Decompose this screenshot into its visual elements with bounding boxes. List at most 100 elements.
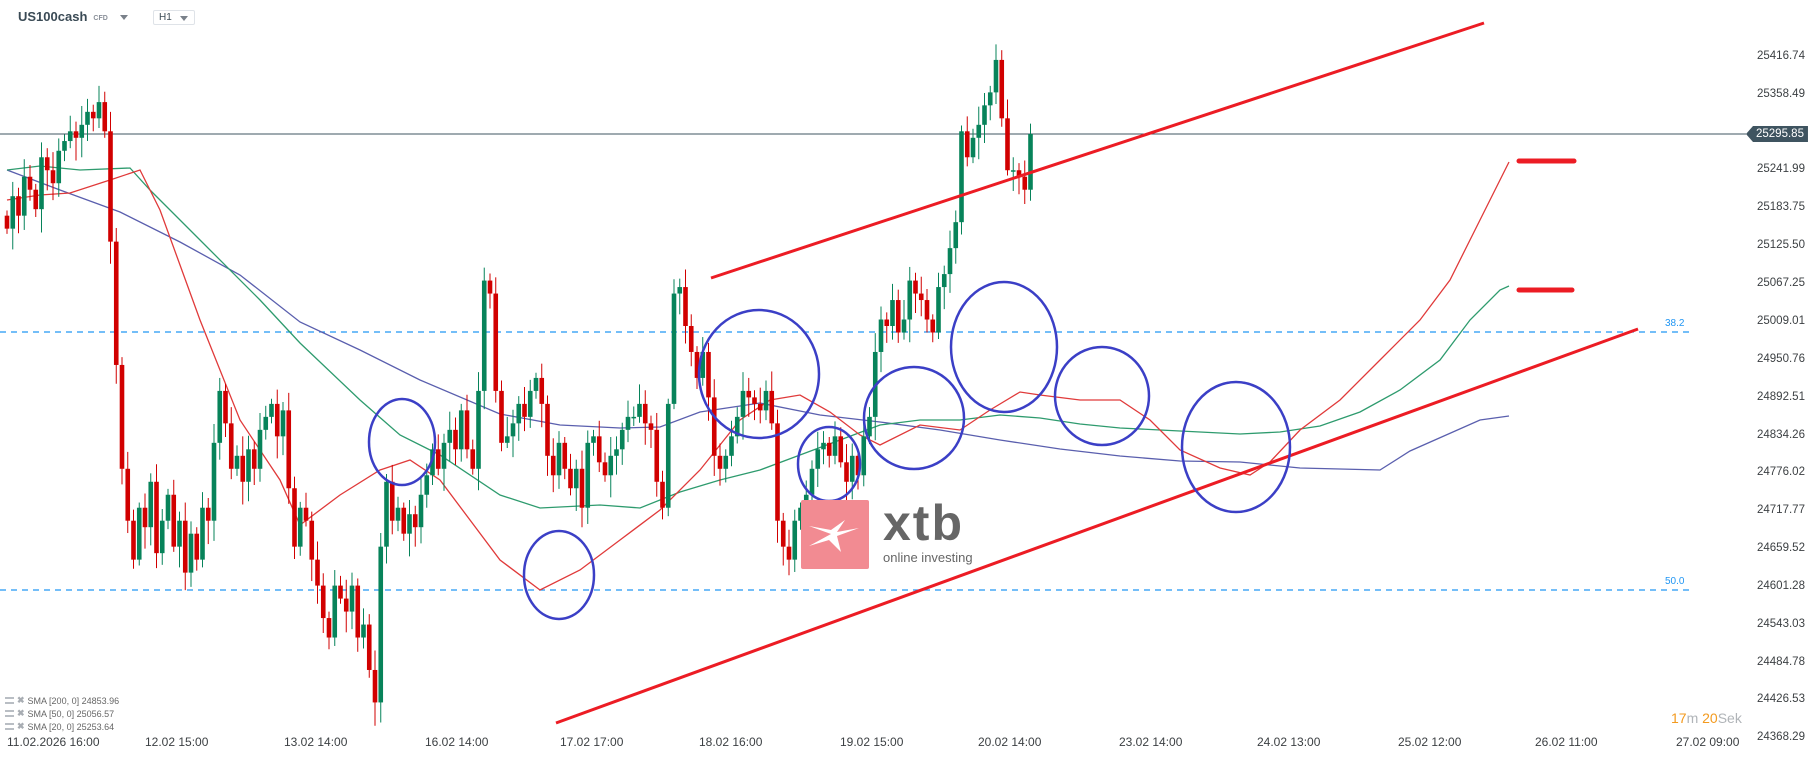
candle	[1005, 118, 1010, 171]
candle	[648, 423, 654, 430]
chevron-down-icon[interactable]	[119, 14, 128, 20]
candle	[154, 481, 159, 554]
candle	[711, 397, 717, 456]
candle	[338, 585, 343, 599]
candle	[389, 481, 395, 521]
candle	[56, 150, 62, 184]
timeframe-dropdown[interactable]: H1	[153, 10, 195, 25]
candle	[90, 111, 96, 119]
watermark-tagline: online investing	[883, 550, 973, 565]
chevron-down-icon	[180, 15, 188, 21]
upper-channel-trendline[interactable]	[710, 21, 1485, 280]
candle	[740, 390, 746, 417]
candle	[251, 449, 257, 469]
lower-channel-trendline[interactable]	[555, 327, 1639, 725]
candle	[326, 618, 332, 638]
candle	[177, 520, 182, 547]
highlight-circle[interactable]	[522, 529, 596, 621]
price-label: 25183.75	[1757, 201, 1805, 213]
candle	[734, 416, 740, 437]
price-label: 25067.25	[1757, 277, 1805, 289]
highlight-circle[interactable]	[367, 397, 437, 487]
time-label: 24.02 13:00	[1257, 735, 1321, 749]
legend-label: SMA [200, 0] 24853.96	[27, 695, 120, 706]
timeframe-value: H1	[159, 12, 172, 23]
candle	[964, 131, 970, 158]
highlight-circle[interactable]	[862, 365, 966, 471]
candle	[16, 196, 21, 216]
candle	[217, 390, 223, 443]
candle	[476, 390, 481, 469]
price-label: 24426.53	[1757, 693, 1805, 705]
time-label: 12.02 15:00	[145, 735, 209, 749]
candle	[930, 319, 936, 333]
remove-x-icon[interactable]: ✖	[17, 695, 25, 705]
settings-lines-icon[interactable]	[5, 710, 14, 717]
trendlines[interactable]	[555, 21, 1639, 725]
candle	[660, 481, 665, 508]
fib-label: 38.2	[1665, 318, 1685, 329]
candle	[895, 300, 901, 333]
price-label: 24834.26	[1757, 429, 1805, 441]
legend-item[interactable]: ✖ SMA [50, 0] 25056.57	[5, 708, 114, 719]
remove-x-icon[interactable]: ✖	[17, 708, 25, 718]
price-label: 24601.28	[1757, 580, 1805, 592]
candle	[539, 377, 545, 404]
candle	[246, 449, 251, 482]
candle	[384, 481, 389, 547]
remove-x-icon[interactable]: ✖	[17, 721, 25, 731]
candle	[62, 141, 67, 151]
time-label: 19.02 15:00	[840, 735, 904, 749]
xtb-logo-icon	[801, 500, 869, 569]
price-label: 24950.76	[1757, 353, 1805, 365]
candle	[73, 131, 79, 138]
highlight-circle[interactable]	[949, 280, 1059, 414]
candle	[545, 403, 550, 456]
candle	[200, 507, 205, 560]
candle	[579, 468, 585, 508]
candle	[614, 449, 619, 456]
legend-item[interactable]: ✖ SMA [20, 0] 25253.64	[5, 721, 114, 732]
time-label: 20.02 14:00	[978, 735, 1042, 749]
settings-lines-icon[interactable]	[5, 697, 14, 704]
time-label: 13.02 14:00	[284, 735, 348, 749]
candle	[941, 274, 947, 288]
candle	[10, 196, 16, 229]
candle	[4, 215, 10, 229]
xtb-watermark: xtb online investing	[801, 495, 983, 569]
price-label: 24892.51	[1757, 391, 1805, 403]
candle	[366, 624, 372, 670]
candle	[102, 102, 108, 132]
candle	[752, 397, 757, 404]
candle	[510, 423, 516, 437]
candle	[631, 416, 637, 419]
highlight-circle[interactable]	[697, 308, 821, 440]
candle-countdown: 17m 20Sek	[1671, 710, 1742, 726]
candle	[96, 102, 102, 119]
highlight-circles[interactable]	[367, 280, 1292, 621]
candle	[769, 390, 775, 424]
current-price-tag: 25295.85	[1746, 126, 1808, 142]
candle	[861, 436, 867, 476]
settings-lines-icon[interactable]	[5, 723, 14, 730]
candle	[361, 624, 366, 638]
sma-line	[6, 161, 1510, 591]
candle	[171, 494, 177, 547]
highlight-circle[interactable]	[1053, 345, 1151, 447]
fib-label: 50.0	[1665, 576, 1685, 587]
candle	[907, 280, 913, 320]
candle	[683, 287, 688, 327]
candle	[993, 59, 999, 93]
candle	[297, 507, 303, 547]
legend-item[interactable]: ✖ SMA [200, 0] 24853.96	[5, 695, 119, 706]
candle	[234, 455, 240, 469]
highlight-circle[interactable]	[1180, 380, 1292, 514]
candle	[44, 157, 50, 171]
candle	[113, 241, 119, 365]
price-label: 24368.29	[1757, 731, 1805, 743]
candle	[809, 468, 815, 495]
candle	[746, 390, 752, 398]
symbol-selector[interactable]: US100cash CFD	[18, 9, 128, 24]
candle	[211, 442, 217, 521]
